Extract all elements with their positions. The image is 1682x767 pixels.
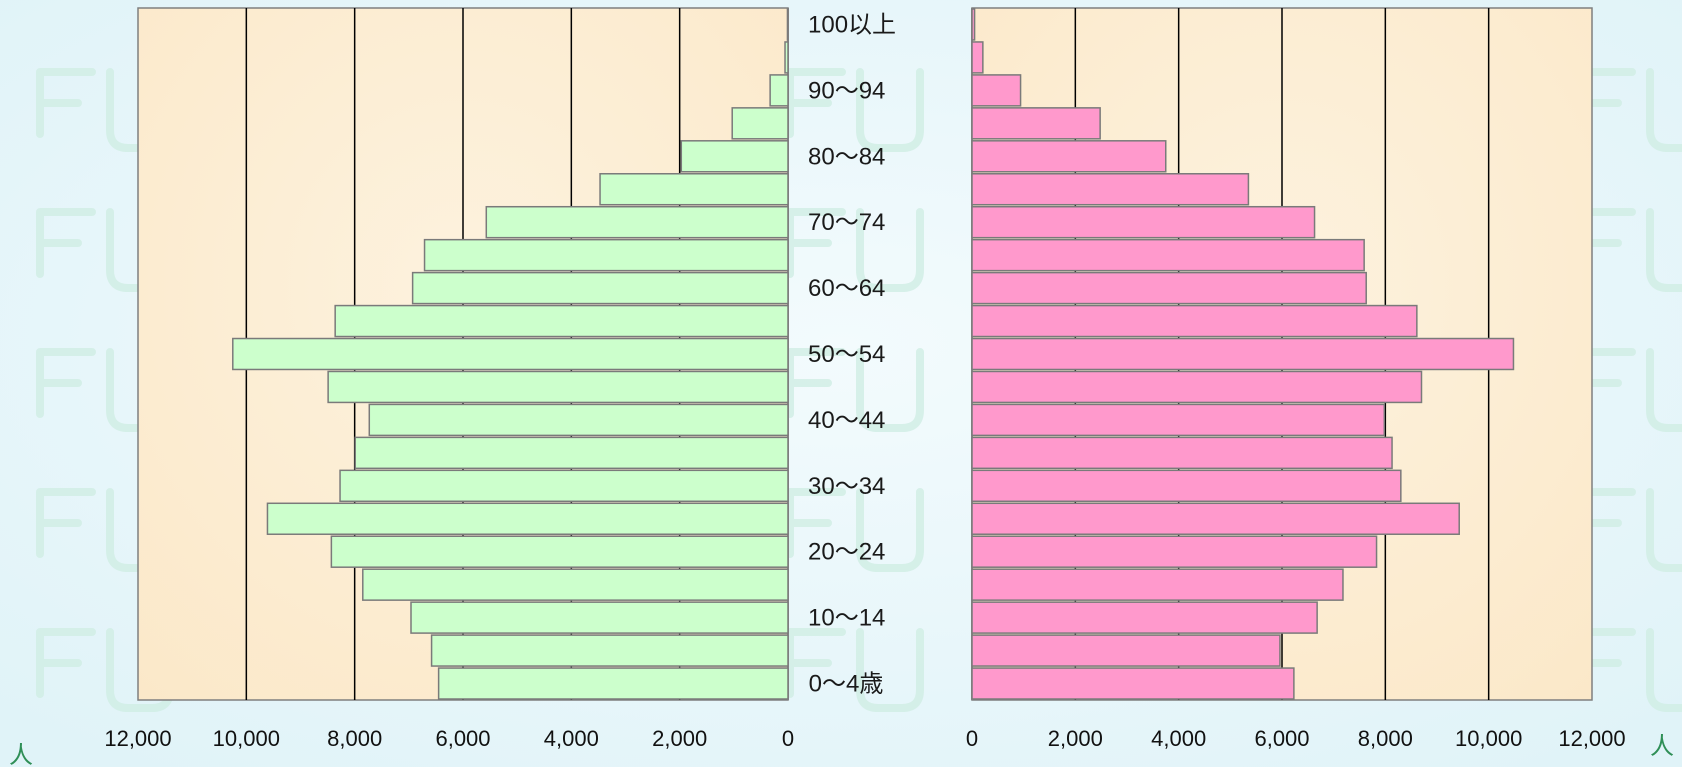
left-bar (354, 436, 789, 470)
left-tick-label: 8,000 (327, 726, 382, 751)
age-group-label: 60～64 (808, 275, 885, 302)
left-bar (266, 502, 789, 535)
right-bar (971, 205, 1316, 239)
right-tick-label: 6,000 (1254, 726, 1309, 751)
left-bar (334, 304, 789, 338)
right-tick-label: 10,000 (1455, 726, 1522, 751)
right-bar (971, 337, 1515, 371)
left-bar (731, 107, 789, 140)
right-tick-label: 0 (966, 726, 978, 751)
right-bar (971, 173, 1250, 206)
watermark-shape (786, 348, 924, 432)
left-bar (599, 173, 789, 206)
right-bars (971, 8, 1515, 700)
age-group-label: 30～34 (808, 473, 885, 500)
watermark-shape (786, 488, 924, 572)
age-group-label: 40～44 (808, 407, 885, 434)
left-bar (680, 140, 789, 173)
left-tick-label: 0 (782, 726, 794, 751)
left-bars (232, 8, 789, 700)
left-bar (769, 74, 789, 107)
watermark-shape (786, 628, 924, 712)
age-group-label: 70～74 (808, 209, 885, 236)
right-bar (971, 41, 984, 74)
left-bar (786, 8, 789, 41)
left-tick-label: 2,000 (652, 726, 707, 751)
right-axis-ticks: 0 2,000 4,000 6,000 8,000 10,000 12,000 (966, 726, 1626, 751)
left-tick-label: 4,000 (544, 726, 599, 751)
age-group-label: 100以上 (808, 11, 896, 38)
watermark-shape (36, 348, 174, 432)
left-bar (330, 535, 789, 568)
watermark-shape (786, 208, 924, 292)
right-bar (971, 634, 1281, 667)
left-bar (485, 205, 789, 239)
right-bar (971, 469, 1402, 503)
left-bar (368, 403, 789, 437)
left-bar (339, 469, 789, 503)
left-tick-label: 6,000 (435, 726, 490, 751)
right-bar (971, 667, 1295, 700)
right-bar (971, 8, 976, 41)
right-bar (971, 601, 1318, 634)
right-bar (971, 304, 1418, 338)
left-tick-label: 12,000 (104, 726, 171, 751)
right-bar (971, 436, 1393, 470)
right-bar (971, 370, 1423, 404)
right-bar (971, 535, 1378, 568)
right-bar (971, 502, 1460, 535)
age-group-label: 20～24 (808, 539, 885, 566)
left-bar (410, 601, 789, 634)
left-axis-ticks: 12,000 10,000 8,000 6,000 4,000 2,000 0 (104, 726, 794, 751)
right-bar (971, 403, 1386, 437)
left-bar (411, 271, 789, 305)
left-bar (423, 238, 789, 272)
left-bar (437, 667, 789, 700)
right-bar (971, 238, 1365, 272)
watermark-shape (36, 488, 174, 572)
right-axis-unit-label: 人 (1650, 732, 1674, 760)
left-bar (430, 634, 789, 667)
right-tick-label: 4,000 (1151, 726, 1206, 751)
age-group-labels: 0～4歳 10～14 20～24 30～34 40～44 50～54 60～64 70～74 8… (808, 11, 896, 697)
left-bar (232, 337, 789, 371)
age-group-label: 0～4歳 (809, 671, 884, 698)
right-bar (971, 74, 1022, 107)
watermark-shape (36, 208, 174, 292)
right-tick-label: 12,000 (1558, 726, 1625, 751)
right-bar (971, 140, 1167, 173)
right-bar (971, 107, 1101, 140)
watermark-shape (36, 628, 174, 712)
left-bar (327, 370, 789, 404)
left-bar (362, 568, 789, 601)
left-axis-unit-label: 人 (9, 741, 33, 767)
right-bar (971, 568, 1344, 601)
age-group-label: 10～14 (808, 605, 885, 632)
right-tick-label: 8,000 (1358, 726, 1413, 751)
age-group-label: 80～84 (808, 143, 885, 170)
right-bar (971, 271, 1367, 305)
age-group-label: 90～94 (808, 77, 885, 104)
left-tick-label: 10,000 (213, 726, 280, 751)
right-tick-label: 2,000 (1048, 726, 1103, 751)
watermark-shape (36, 68, 174, 152)
left-bar (784, 41, 789, 74)
watermark-shape (786, 68, 924, 152)
age-group-label: 50～54 (808, 341, 885, 368)
